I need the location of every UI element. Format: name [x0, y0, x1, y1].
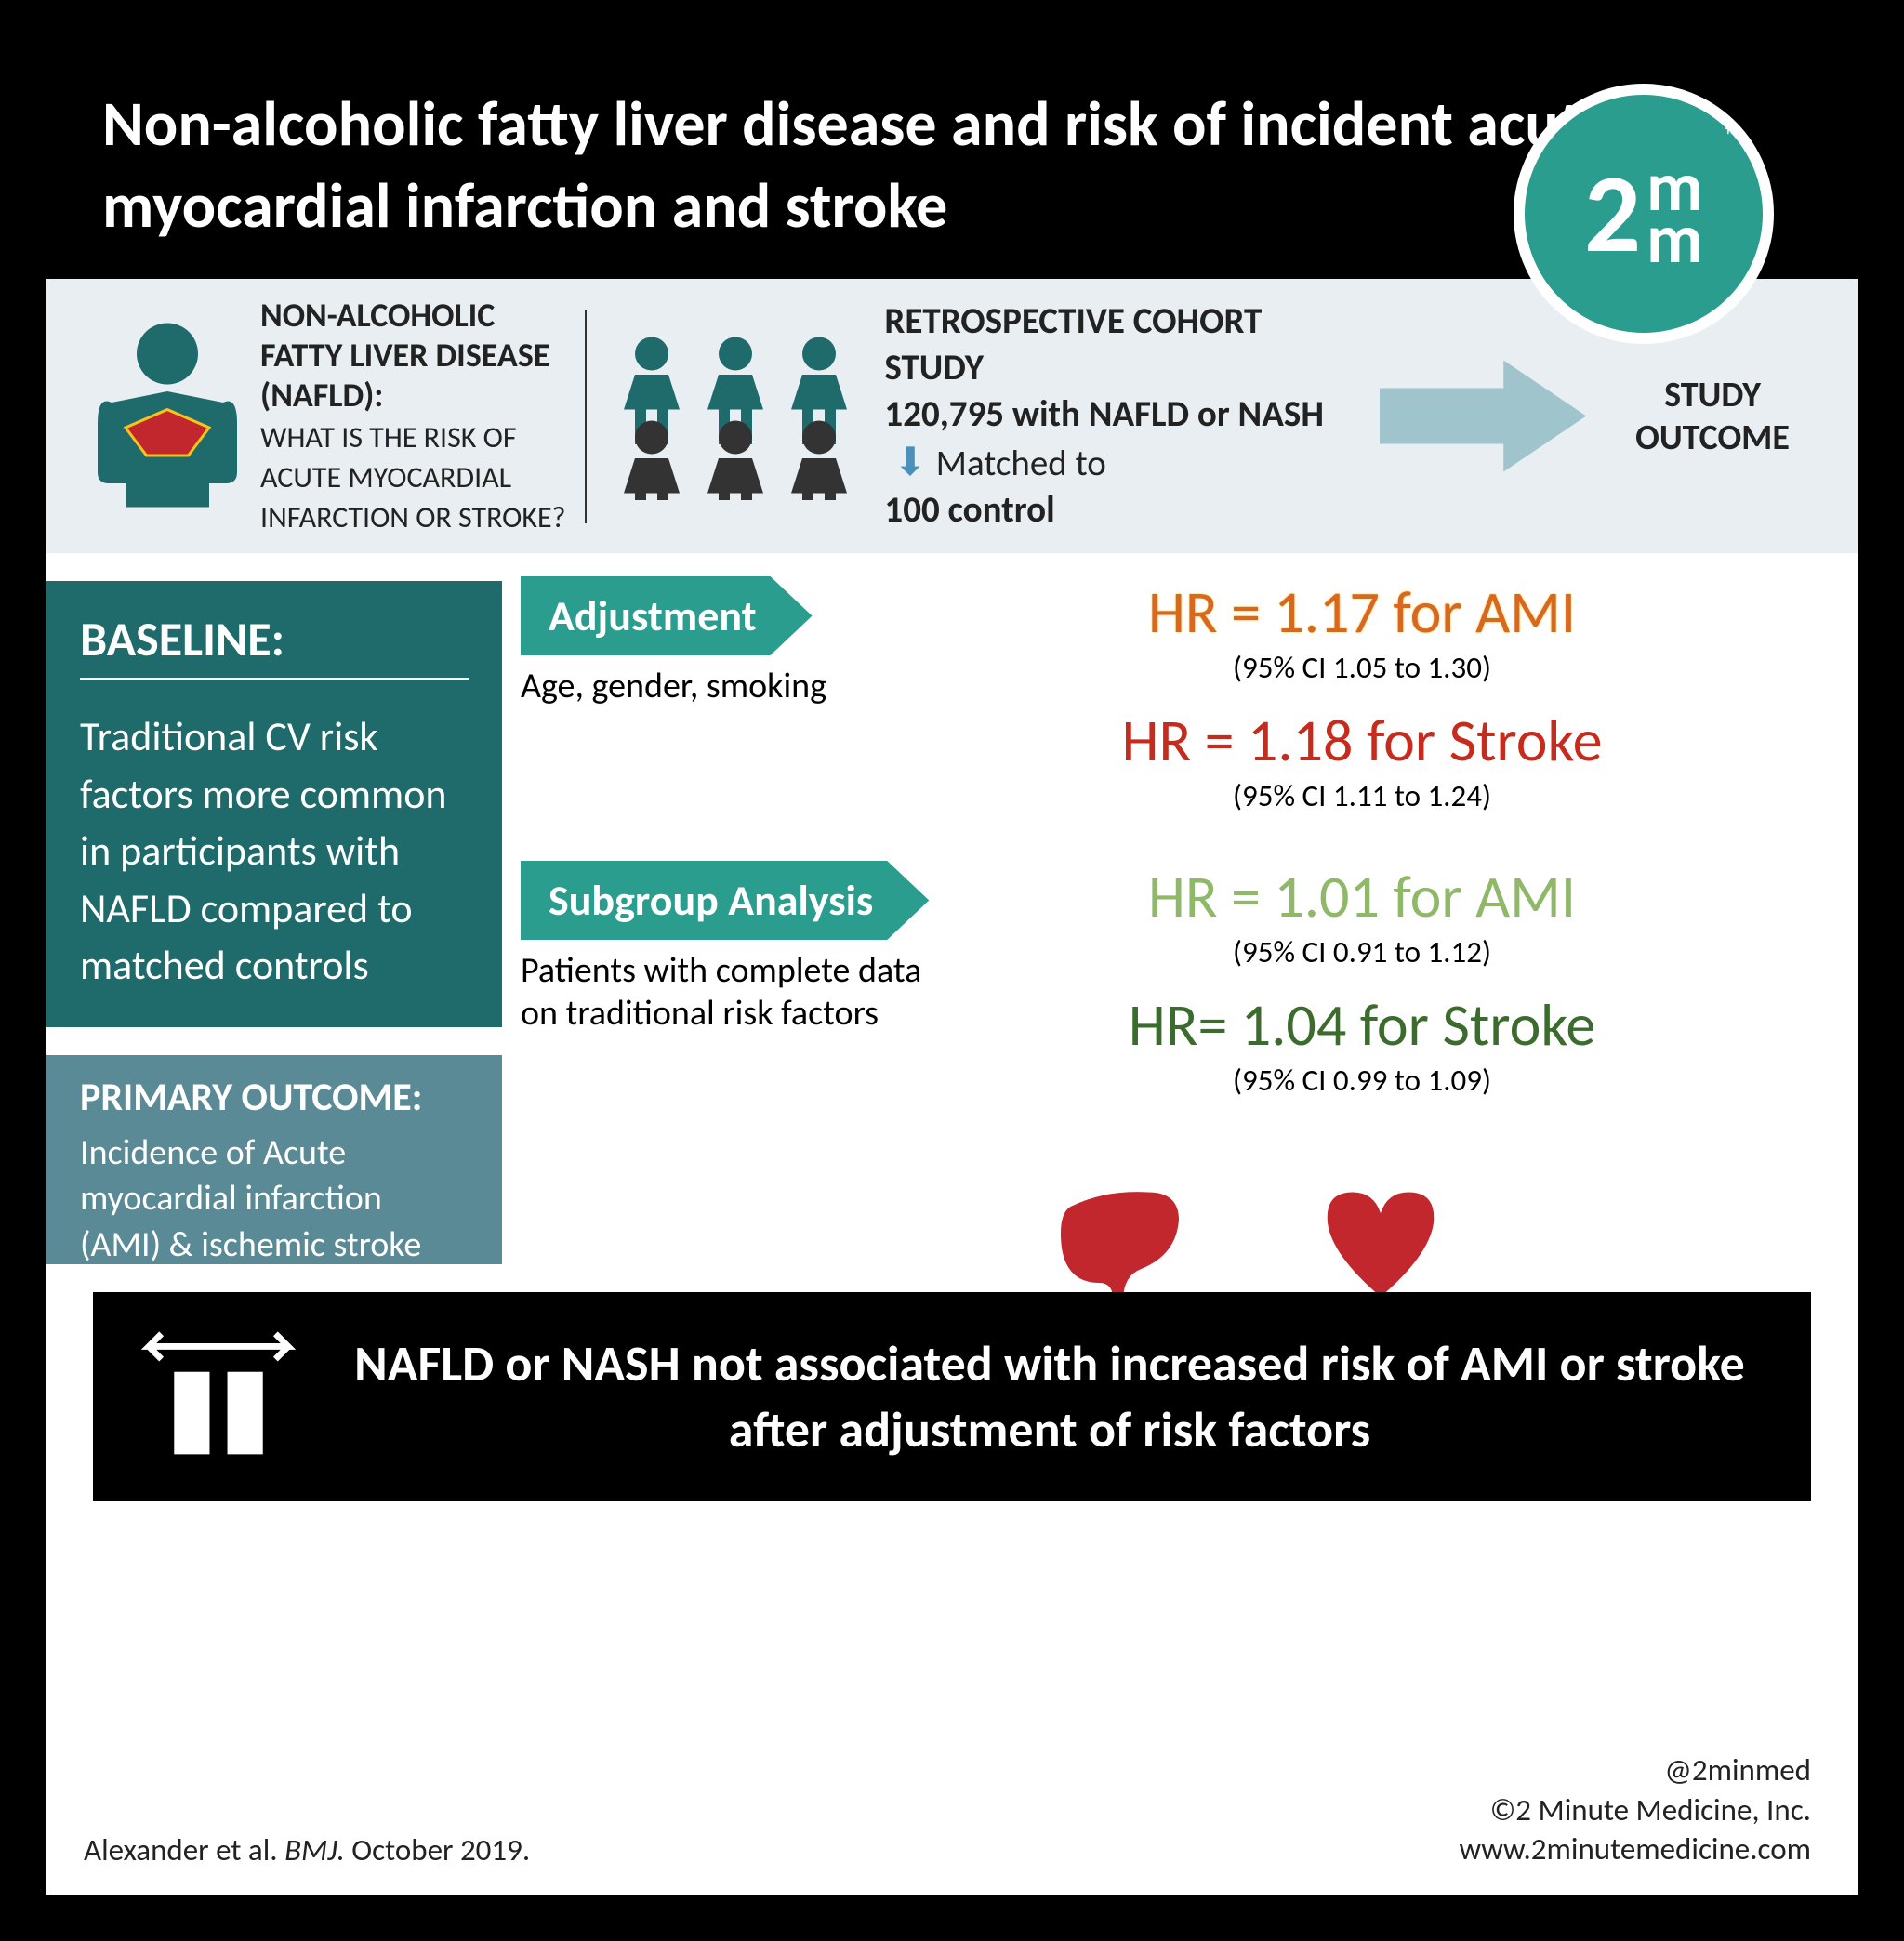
compare-icon — [139, 1327, 298, 1467]
adjustment-row: Adjustment Age, gender, smoking HR = 1.1… — [521, 576, 1820, 814]
logo-badge: ™ 2 mm — [1514, 84, 1774, 344]
heart-icon — [1311, 1176, 1450, 1306]
down-arrow-icon: ⬇ — [893, 438, 926, 488]
baseline-heading: BASELINE: — [80, 609, 469, 680]
tm-mark: ™ — [1725, 123, 1739, 148]
hr-stroke-adj: HR = 1.18 for Stroke — [967, 705, 1757, 777]
subgroup-row: Subgroup Analysis Patients with complete… — [521, 861, 1820, 1099]
ci-stroke-sub: (95% CI 0.99 to 1.09) — [967, 1062, 1757, 1099]
subgroup-sub: Patients with complete data on tradition… — [521, 949, 930, 1035]
primary-heading: PRIMARY OUTCOME: — [80, 1074, 469, 1121]
cohort-people-icon — [605, 333, 866, 500]
credits: @2minmed ©2 Minute Medicine, Inc. www.2m… — [1460, 1750, 1811, 1868]
adjustment-sub: Age, gender, smoking — [521, 665, 930, 707]
outcome-label: STUDY OUTCOME — [1605, 374, 1820, 459]
conclusion-bar: NAFLD or NASH not associated with increa… — [93, 1292, 1811, 1501]
cohort-description: RETROSPECTIVE COHORT STUDY 120,795 with … — [884, 298, 1351, 534]
ci-ami-adj: (95% CI 1.05 to 1.30) — [967, 649, 1757, 686]
ci-stroke-adj: (95% CI 1.11 to 1.24) — [967, 777, 1757, 814]
hr-ami-adj: HR = 1.17 for AMI — [967, 576, 1757, 649]
canvas: Non-alcoholic fatty liver disease and ri… — [46, 46, 1858, 1895]
nafld-question: NON-ALCOHOLIC FATTY LIVER DISEASE (NAFLD… — [260, 296, 566, 536]
conclusion-text: NAFLD or NASH not associated with increa… — [335, 1331, 1765, 1461]
logo-text: 2 mm — [1584, 146, 1703, 282]
patient-liver-icon — [84, 319, 251, 514]
baseline-text: Traditional CV risk factors more common … — [80, 708, 469, 995]
primary-outcome-box: PRIMARY OUTCOME: Incidence of Acute myoc… — [46, 1055, 502, 1264]
results-area: Adjustment Age, gender, smoking HR = 1.1… — [521, 576, 1820, 1274]
logo-digit: 2 — [1584, 146, 1641, 282]
organ-icons — [1051, 1176, 1450, 1306]
primary-text: Incidence of Acute myocardial infarction… — [80, 1130, 469, 1268]
adjustment-arrow: Adjustment — [521, 576, 813, 655]
liver-icon — [1051, 1176, 1190, 1306]
logo-letters: mm — [1646, 162, 1703, 267]
citation: Alexander et al. BMJ. October 2019. — [84, 1831, 530, 1868]
hr-ami-sub: HR = 1.01 for AMI — [967, 861, 1757, 933]
subgroup-arrow: Subgroup Analysis — [521, 861, 929, 940]
divider — [585, 310, 588, 523]
hr-stroke-sub: HR= 1.04 for Stroke — [967, 989, 1757, 1062]
outcome-arrow-icon — [1380, 361, 1586, 472]
ci-ami-sub: (95% CI 0.91 to 1.12) — [967, 933, 1757, 970]
page: Non-alcoholic fatty liver disease and ri… — [19, 19, 1885, 1922]
baseline-box: BASELINE: Traditional CV risk factors mo… — [46, 581, 502, 1027]
